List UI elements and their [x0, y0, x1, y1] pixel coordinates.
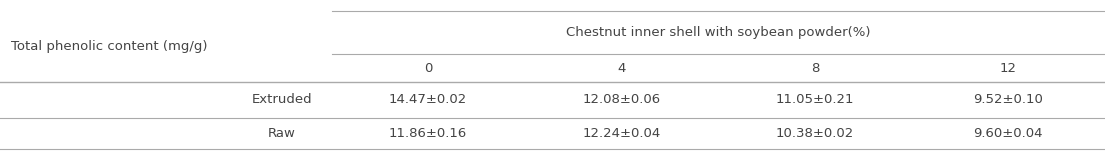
Text: 12: 12	[1000, 62, 1017, 75]
Text: 4: 4	[618, 62, 625, 75]
Text: 14.47±0.02: 14.47±0.02	[389, 93, 467, 106]
Text: 0: 0	[424, 62, 432, 75]
Text: 8: 8	[811, 62, 819, 75]
Text: 9.52±0.10: 9.52±0.10	[974, 93, 1043, 106]
Text: Raw: Raw	[267, 127, 296, 140]
Text: Chestnut inner shell with soybean powder(%): Chestnut inner shell with soybean powder…	[566, 26, 871, 39]
Text: 10.38±0.02: 10.38±0.02	[776, 127, 854, 140]
Text: Total phenolic content (mg/g): Total phenolic content (mg/g)	[11, 40, 208, 53]
Text: Extruded: Extruded	[252, 93, 312, 106]
Text: 12.24±0.04: 12.24±0.04	[582, 127, 661, 140]
Text: 11.86±0.16: 11.86±0.16	[389, 127, 467, 140]
Text: 12.08±0.06: 12.08±0.06	[582, 93, 661, 106]
Text: 11.05±0.21: 11.05±0.21	[776, 93, 854, 106]
Text: 9.60±0.04: 9.60±0.04	[974, 127, 1043, 140]
